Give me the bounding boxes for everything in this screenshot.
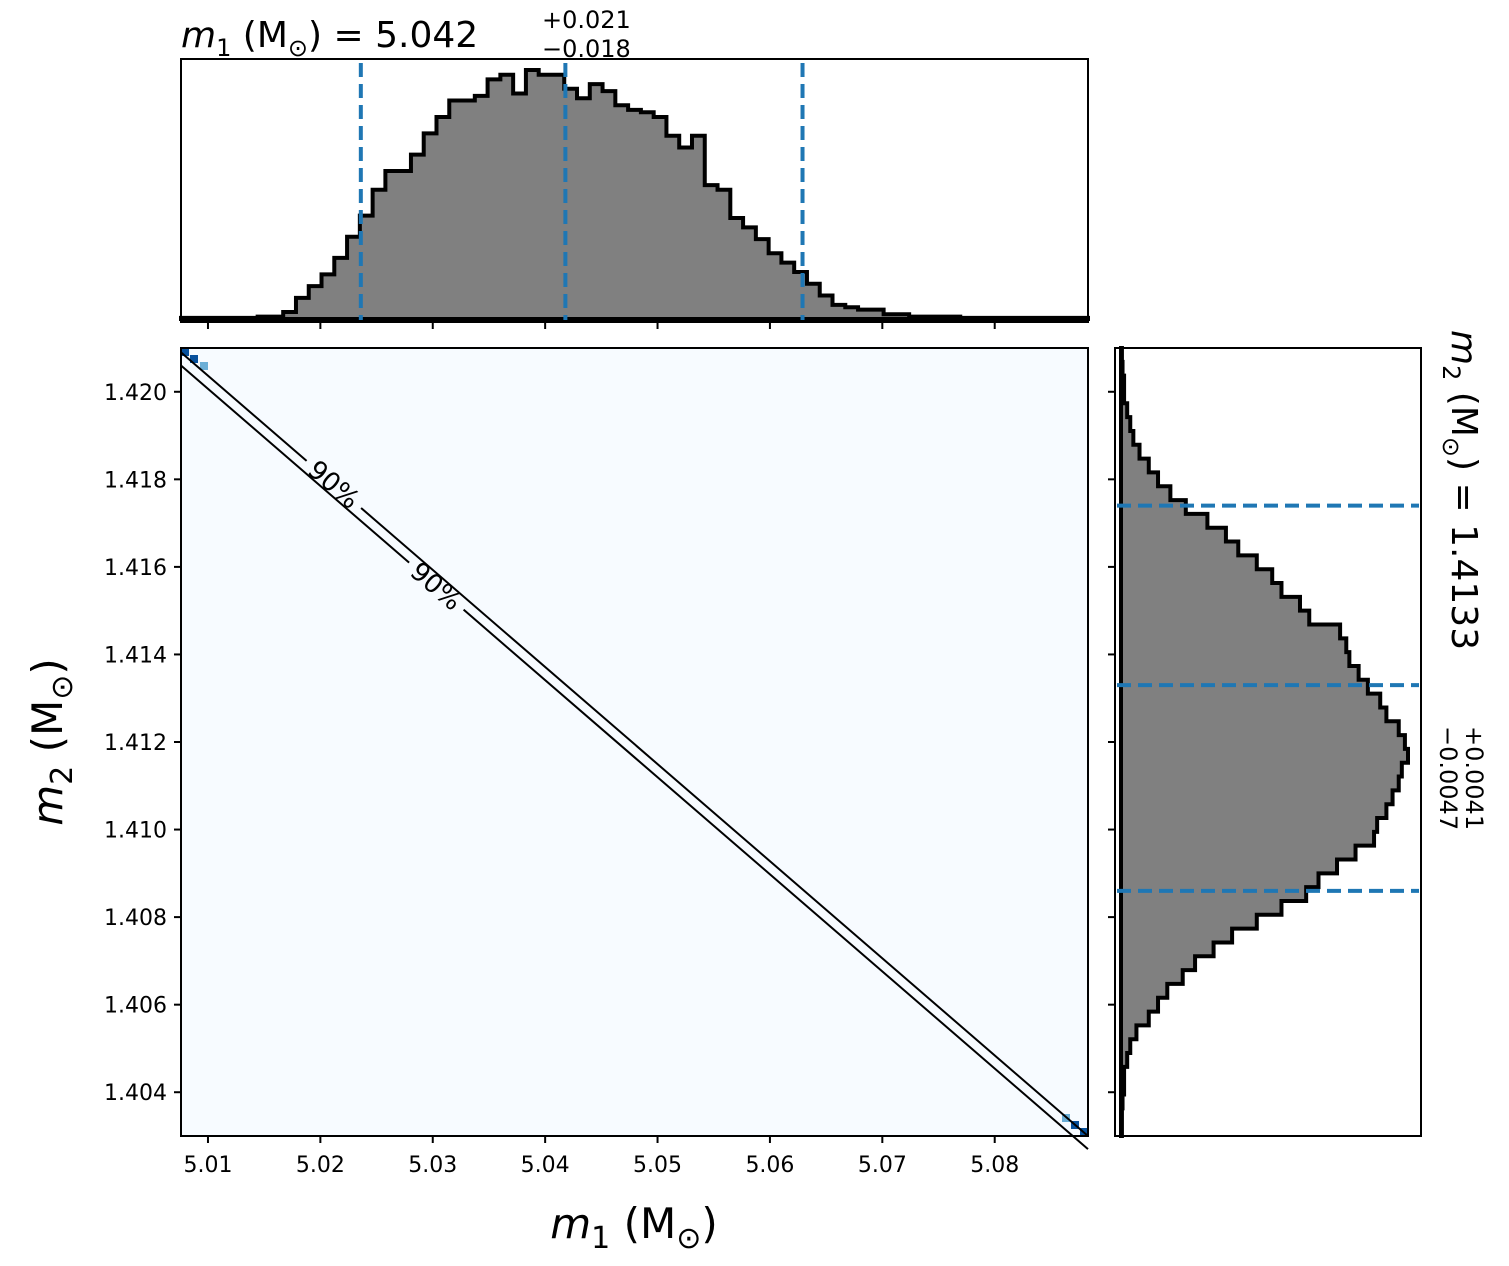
contour-90-line-0-b [360, 507, 1089, 1137]
m1-histogram-panel: m1 (M⊙) = 5.042 +0.021 −0.018 [179, 6, 1090, 329]
y-tick-label-7: 1.418 [104, 468, 167, 493]
m2-minus-error: −0.0047 [1434, 726, 1462, 830]
x-tick-label-4: 5.05 [633, 1153, 682, 1178]
x-tick-label-3: 5.04 [521, 1153, 570, 1178]
density-cell-0 [181, 348, 189, 356]
x-tick-label-0: 5.01 [183, 1153, 232, 1178]
x-axis-label: m1 (M⊙) [550, 1199, 718, 1256]
x-tick-label-2: 5.03 [408, 1153, 457, 1178]
m2-plus-error: +0.0041 [1460, 726, 1488, 830]
y-tick-label-3: 1.410 [104, 819, 167, 844]
y-tick-label-5: 1.414 [104, 643, 167, 668]
m2-histogram [1119, 346, 1410, 1138]
x-tick-label-5: 5.06 [745, 1153, 794, 1178]
m2-title: m2 (M⊙) = 1.4133 [1437, 330, 1484, 650]
y-tick-label-1: 1.406 [104, 994, 167, 1019]
m1-plus-error: +0.021 [542, 6, 631, 34]
m1-title: m1 (M⊙) = 5.042 [181, 15, 478, 62]
m1-histogram [179, 68, 1090, 321]
m1-minus-error: −0.018 [542, 35, 631, 63]
x-tick-label-6: 5.07 [858, 1153, 907, 1178]
m1-m2-joint-panel: 90%90% 5.01 5.02 5.03 5.04 5.05 5.06 5.07 5.08 … [23, 347, 1089, 1256]
m1-hist-frame [180, 58, 1089, 323]
y-tick-label-6: 1.416 [104, 556, 167, 581]
contour-90-line-1-a [180, 364, 410, 564]
x-tick-label-1: 5.02 [296, 1153, 345, 1178]
density-cell-1 [190, 355, 198, 363]
contour-90-line-1-b [462, 608, 1089, 1150]
y-tick-label-0: 1.404 [104, 1081, 167, 1106]
m2-histogram-panel: m2 (M⊙) = 1.4133 +0.0041 −0.0047 [1108, 330, 1488, 1138]
y-axis-label: m2 (M⊙) [23, 658, 80, 826]
y-tick-label-8: 1.420 [104, 381, 167, 406]
y-tick-label-4: 1.412 [104, 731, 167, 756]
contour-90-line-0-a [180, 351, 308, 462]
y-tick-label-2: 1.408 [104, 906, 167, 931]
x-tick-label-7: 5.08 [970, 1153, 1019, 1178]
density-cell-2 [200, 362, 208, 370]
